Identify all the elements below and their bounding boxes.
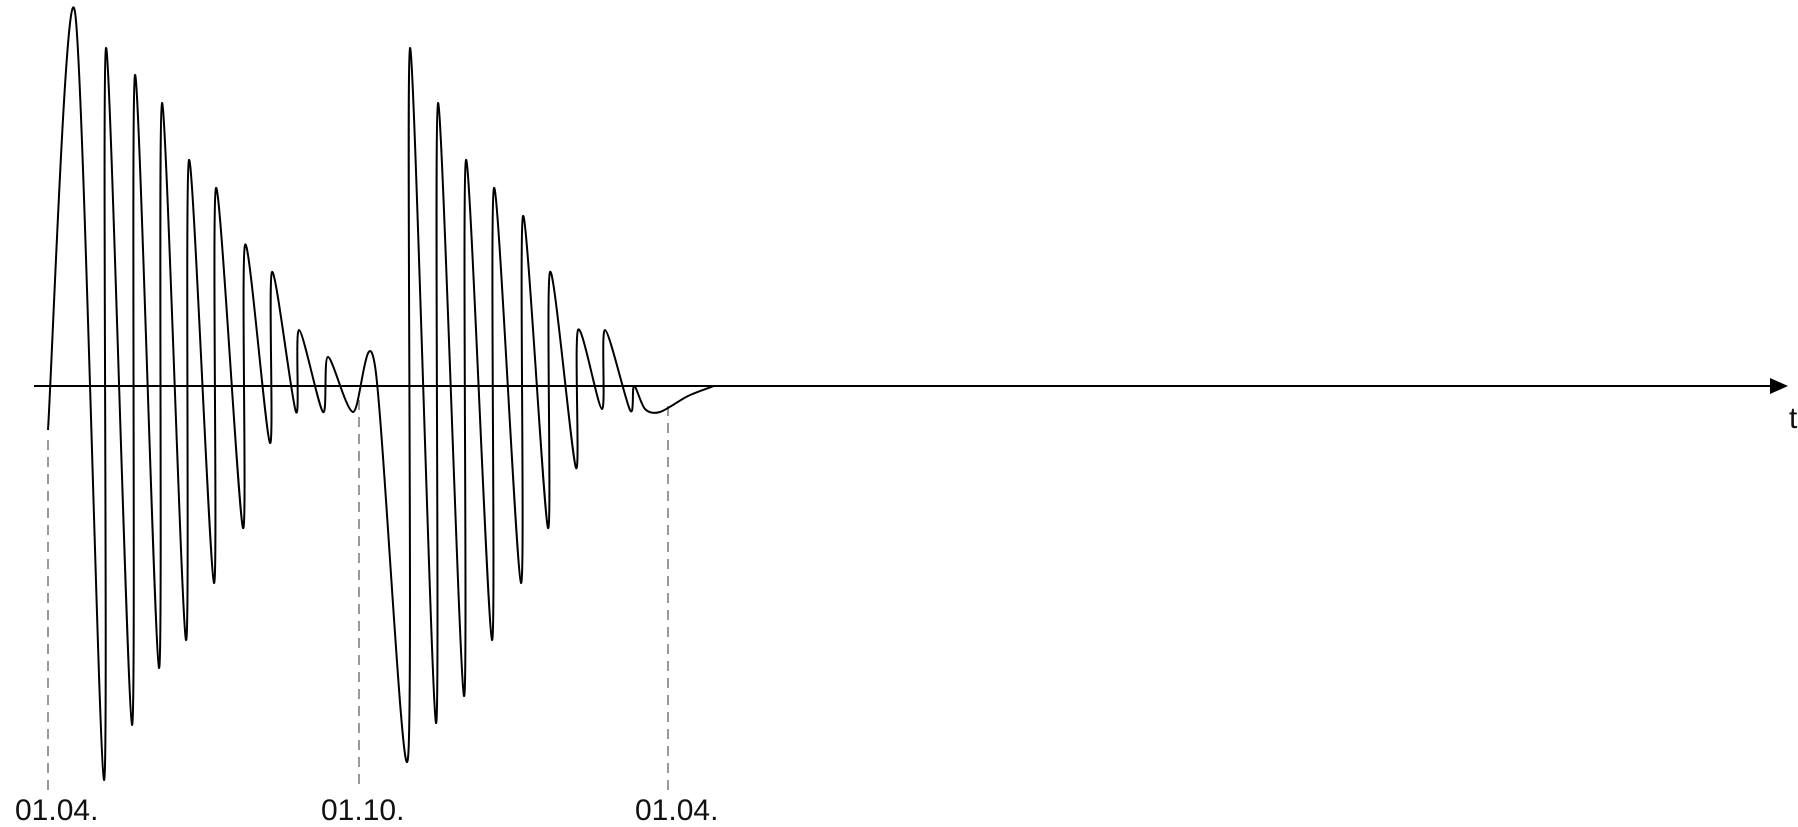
- axis-label-t: t: [1789, 402, 1798, 435]
- time-axis-arrowhead: [1770, 378, 1788, 394]
- oscillation-curve: [47, 6, 715, 782]
- date-label-middle: 01.10.: [321, 794, 404, 827]
- date-label-start: 01.04.: [15, 794, 98, 827]
- date-label-end: 01.04.: [635, 794, 718, 827]
